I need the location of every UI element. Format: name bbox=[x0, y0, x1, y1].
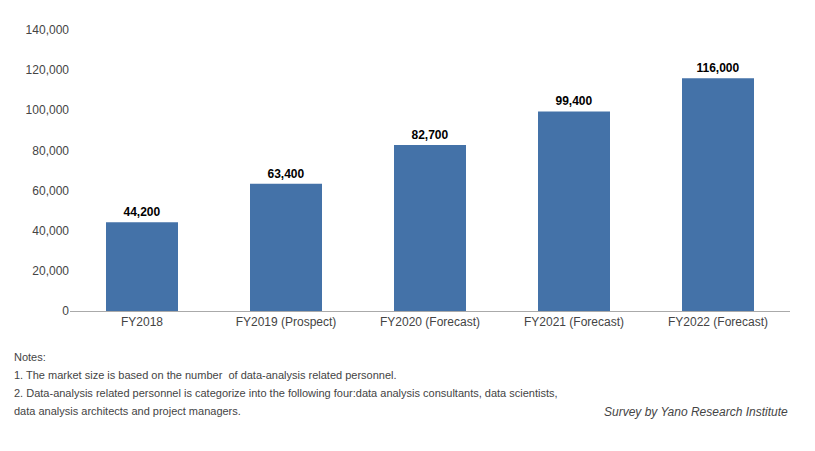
svg-text:0: 0 bbox=[62, 304, 69, 318]
svg-text:20,000: 20,000 bbox=[32, 264, 69, 278]
svg-text:1. The market size is based on: 1. The market size is based on the numbe… bbox=[14, 369, 397, 381]
svg-text:data analysis architects and p: data analysis architects and project man… bbox=[14, 405, 241, 417]
svg-text:Notes:: Notes: bbox=[14, 351, 46, 363]
svg-text:FY2022 (Forecast): FY2022 (Forecast) bbox=[668, 315, 768, 329]
svg-text:140,000: 140,000 bbox=[26, 23, 70, 37]
svg-text:116,000: 116,000 bbox=[696, 61, 739, 75]
svg-text:Survey by Yano Research Instit: Survey by Yano Research Institute bbox=[604, 405, 788, 419]
svg-text:FY2019 (Prospect): FY2019 (Prospect) bbox=[236, 315, 337, 329]
svg-text:80,000: 80,000 bbox=[32, 144, 69, 158]
svg-text:99,400: 99,400 bbox=[555, 94, 592, 108]
svg-text:FY2018: FY2018 bbox=[121, 315, 163, 329]
svg-text:44,200: 44,200 bbox=[123, 205, 160, 219]
svg-text:40,000: 40,000 bbox=[32, 224, 69, 238]
svg-text:2. Data-analysis related perso: 2. Data-analysis related personnel is ca… bbox=[14, 387, 558, 399]
svg-text:FY2021 (Forecast): FY2021 (Forecast) bbox=[524, 315, 624, 329]
svg-text:63,400: 63,400 bbox=[267, 167, 304, 181]
svg-text:82,700: 82,700 bbox=[411, 128, 448, 142]
svg-text:FY2020 (Forecast): FY2020 (Forecast) bbox=[380, 315, 480, 329]
svg-text:120,000: 120,000 bbox=[26, 63, 70, 77]
svg-text:60,000: 60,000 bbox=[32, 184, 69, 198]
svg-text:100,000: 100,000 bbox=[26, 103, 70, 117]
